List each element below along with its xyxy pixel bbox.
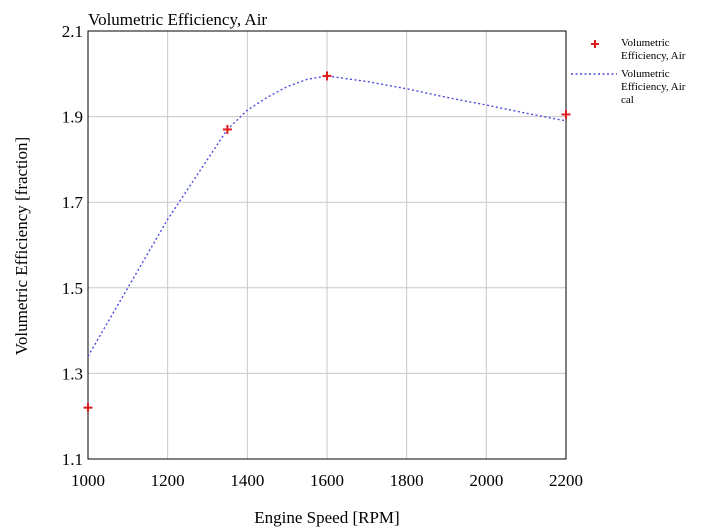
x-tick-label: 1400 bbox=[230, 471, 264, 490]
y-tick-label: 1.5 bbox=[62, 279, 83, 298]
x-tick-label: 1000 bbox=[71, 471, 105, 490]
chart-title: Volumetric Efficiency, Air bbox=[88, 10, 267, 29]
y-tick-label: 1.7 bbox=[62, 193, 84, 212]
y-tick-label: 1.9 bbox=[62, 108, 83, 127]
x-tick-label: 1800 bbox=[390, 471, 424, 490]
data-point-marker bbox=[222, 124, 232, 134]
x-axis-title: Engine Speed [RPM] bbox=[254, 508, 399, 527]
y-tick-labels: 1.1 1.3 1.5 1.7 1.9 2.1 bbox=[62, 22, 84, 469]
y-axis-title: Volumetric Efficiency [fraction] bbox=[12, 137, 31, 355]
x-tick-label: 2200 bbox=[549, 471, 583, 490]
y-tick-label: 2.1 bbox=[62, 22, 83, 41]
x-tick-labels: 1000 1200 1400 1600 1800 2000 2200 bbox=[71, 471, 583, 490]
legend-label-line: Volumetric bbox=[621, 68, 670, 80]
y-tick-label: 1.1 bbox=[62, 450, 83, 469]
x-tick-label: 1600 bbox=[310, 471, 344, 490]
data-point-marker bbox=[83, 403, 93, 413]
y-tick-label: 1.3 bbox=[62, 364, 83, 383]
legend-label-line: Efficiency, Air bbox=[621, 50, 686, 62]
data-point-marker bbox=[322, 71, 332, 81]
series-layer bbox=[83, 71, 571, 413]
x-tick-label: 2000 bbox=[469, 471, 503, 490]
legend-label-line: cal bbox=[621, 94, 634, 106]
series-line-cal bbox=[87, 75, 567, 357]
x-tick-label: 1200 bbox=[151, 471, 185, 490]
legend-label-line: Volumetric bbox=[621, 37, 670, 49]
data-point-marker bbox=[561, 109, 571, 119]
plot-frame bbox=[87, 30, 567, 460]
legend-label-line: Efficiency, Air bbox=[621, 81, 686, 93]
